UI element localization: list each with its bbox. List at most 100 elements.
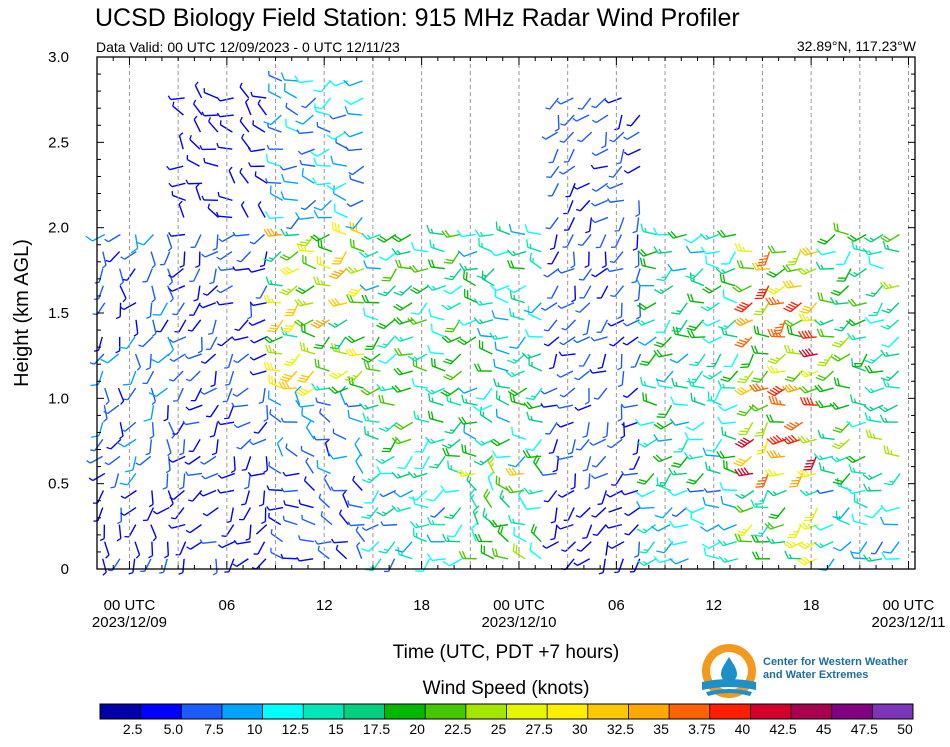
- wind-barb: [199, 539, 217, 544]
- barb-feather: [652, 455, 660, 463]
- barb-staff: [194, 85, 203, 99]
- barb-feather: [313, 210, 319, 218]
- barb-staff: [874, 541, 884, 555]
- barb-feather: [263, 418, 268, 422]
- barb-staff: [621, 370, 625, 386]
- barb-staff: [285, 447, 298, 457]
- barb-feather: [881, 551, 887, 560]
- barb-staff: [678, 455, 689, 468]
- barb-staff: [103, 541, 110, 556]
- barb-staff: [230, 507, 234, 522]
- wind-barb: [833, 377, 851, 389]
- barb-feather: [217, 420, 221, 425]
- barb-feather: [105, 259, 111, 263]
- wind-barb: [772, 319, 787, 335]
- barb-feather: [685, 275, 694, 280]
- wind-barb: [135, 455, 152, 466]
- barb-staff: [527, 455, 542, 459]
- barb-feather: [100, 358, 109, 364]
- wind-barb: [91, 422, 104, 438]
- wind-barb: [653, 336, 672, 348]
- barb-feather: [799, 248, 806, 256]
- barb-feather: [819, 238, 828, 243]
- wind-barb: [606, 182, 624, 190]
- barb-feather: [497, 382, 500, 387]
- barb-feather: [363, 307, 366, 316]
- wind-barb: [671, 377, 688, 389]
- barb-feather: [734, 533, 739, 542]
- barb-feather: [591, 465, 597, 468]
- barb-staff: [731, 353, 739, 367]
- barb-feather: [179, 264, 185, 268]
- barb-feather: [643, 548, 649, 552]
- wind-barb: [863, 483, 882, 492]
- barb-feather: [801, 385, 809, 393]
- barb-feather: [440, 391, 448, 397]
- barb-feather: [335, 344, 340, 347]
- barb-staff: [285, 472, 300, 477]
- wind-barb: [525, 387, 543, 401]
- barb-feather: [366, 514, 372, 517]
- barb-staff: [168, 421, 176, 436]
- barb-staff: [215, 439, 219, 454]
- barb-feather: [182, 420, 187, 425]
- barb-feather: [313, 321, 321, 327]
- barb-staff: [593, 336, 608, 342]
- barb-feather: [575, 310, 580, 313]
- barb-feather: [756, 326, 760, 335]
- barb-staff: [244, 490, 251, 505]
- barb-feather: [393, 291, 402, 296]
- wind-barb: [279, 285, 298, 296]
- barb-feather: [833, 442, 842, 448]
- barb-feather: [543, 274, 548, 278]
- barb-feather: [635, 319, 643, 326]
- wind-barb: [270, 529, 284, 543]
- wind-barb: [169, 353, 186, 362]
- barb-feather: [313, 276, 318, 285]
- barb-feather: [814, 319, 821, 326]
- barb-staff: [149, 302, 153, 317]
- barb-staff: [820, 335, 835, 338]
- barb-feather: [690, 392, 693, 401]
- barb-staff: [853, 557, 868, 560]
- barb-feather: [314, 540, 319, 545]
- barb-staff: [211, 319, 217, 334]
- barb-staff: [869, 370, 884, 374]
- barb-staff: [627, 148, 641, 156]
- wind-barb: [540, 403, 558, 408]
- wind-barb: [168, 523, 186, 529]
- wind-barb: [301, 167, 315, 184]
- barb-staff: [836, 384, 851, 389]
- wind-barb: [469, 488, 478, 508]
- barb-staff: [166, 405, 169, 420]
- wind-barb: [397, 456, 413, 470]
- wind-barb: [317, 238, 333, 253]
- barb-feather: [279, 291, 287, 296]
- barb-feather: [461, 444, 464, 453]
- barb-feather: [363, 260, 368, 269]
- wind-barb: [226, 507, 234, 524]
- barb-feather: [201, 111, 205, 117]
- barb-staff: [146, 268, 153, 282]
- wind-barb: [636, 472, 655, 485]
- chart-title: UCSD Biology Field Station: 915 MHz Rada…: [95, 4, 740, 32]
- wind-barb: [301, 97, 317, 109]
- barb-staff: [284, 90, 298, 99]
- barb-staff: [673, 403, 688, 406]
- wind-barb: [473, 455, 493, 466]
- barb-feather: [784, 436, 792, 444]
- barb-staff: [770, 472, 784, 477]
- barb-feather: [639, 363, 648, 366]
- barb-staff: [803, 353, 818, 358]
- wind-barb: [751, 551, 771, 560]
- barb-staff: [163, 251, 171, 265]
- barb-feather: [344, 267, 352, 274]
- wind-barb: [426, 553, 446, 562]
- barb-staff: [213, 268, 217, 283]
- wind-barb: [232, 558, 249, 567]
- barb-feather: [383, 548, 389, 551]
- barb-staff: [315, 387, 331, 391]
- barb-feather: [326, 134, 335, 140]
- barb-staff: [356, 545, 363, 560]
- barb-feather: [367, 478, 373, 482]
